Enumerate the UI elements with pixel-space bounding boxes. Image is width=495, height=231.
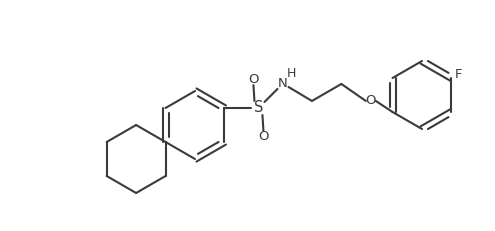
Text: O: O — [248, 73, 259, 86]
Text: H: H — [287, 67, 296, 80]
Text: S: S — [254, 100, 263, 116]
Text: F: F — [455, 69, 462, 82]
Text: O: O — [258, 131, 269, 143]
Text: N: N — [278, 77, 288, 91]
Text: O: O — [366, 94, 376, 107]
